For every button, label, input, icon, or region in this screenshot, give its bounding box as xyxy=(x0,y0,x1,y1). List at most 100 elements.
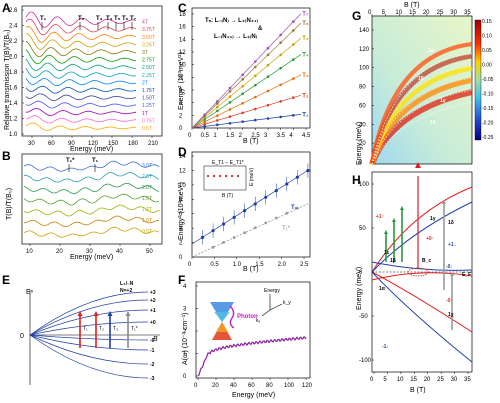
panel-a-y-tick-label-5: 2.0 xyxy=(9,55,18,61)
panel-g-y-tick-label-6: 120 xyxy=(359,47,370,53)
panel-a-marker-5: T₆ xyxy=(122,16,129,22)
panel-d-inset-point xyxy=(218,174,222,178)
panel-a-x-tick-label-1: 60 xyxy=(48,141,55,147)
panel-c-point-6 xyxy=(254,60,257,63)
panel-d-y-tick-label-1: 2 xyxy=(179,241,183,247)
panel-f-x-tick-label-1: 20 xyxy=(212,383,219,389)
panel-h-annotation-1: +0↑ xyxy=(426,236,434,242)
panel-a-xlabel: Energy (meV) xyxy=(70,146,113,153)
panel-g: G B (T) Energy (meV) 0 5 10 15 20 25 30 35 0 20 4… xyxy=(352,2,494,166)
panel-g-top-ticks: 0 5 10 15 20 25 30 35 xyxy=(368,10,471,16)
panel-f-x-tick-label-6: 120 xyxy=(302,383,313,389)
panel-a-curve-12 xyxy=(26,108,137,116)
panel-h-y-tick-label-1: -50 xyxy=(359,314,368,320)
panel-f-ky-label: k_y xyxy=(283,300,291,306)
panel-g-yticks: 0 20 40 60 80 100 120 140 xyxy=(359,28,374,166)
panel-h-link-arrow-head xyxy=(415,162,421,168)
panel-a-y-tick-label-0: 1.0 xyxy=(9,132,18,138)
panel-d-y-tick-label-0: 0 xyxy=(179,255,183,261)
panel-c-point-6 xyxy=(279,33,282,37)
panel-a-curve-11 xyxy=(25,100,137,109)
panel-h-transition-head-1 xyxy=(392,218,396,222)
panel-c-point-1 xyxy=(216,119,219,122)
panel-g-colorbar-ticks: 0.15 0.10 0.05 0.00 -0.05 -0.10 -0.15 -0.20 -0.2… xyxy=(482,19,494,141)
panel-f-frame xyxy=(195,281,311,379)
panel-h-annotation-0: +1↑ xyxy=(376,214,384,220)
panel-g-fit-4 xyxy=(371,53,473,165)
panel-c-point-2 xyxy=(241,102,244,105)
panel-e-legend-n: N=+2 xyxy=(120,288,132,294)
panel-b-frame xyxy=(21,153,163,245)
panel-c-point-5 xyxy=(279,41,282,44)
panel-d-inset-frame xyxy=(203,165,247,191)
panel-e-arrow-head-0 xyxy=(77,311,83,316)
panel-g-top-tick-label-1: 5 xyxy=(382,10,386,16)
panel-e: E Eⁿ 0 B L₊/₋N N=+2 +3+2+1+0-0-1-2-3 T₁ T… xyxy=(2,273,160,385)
panel-f-y-tick-label-4: 4 xyxy=(183,284,187,290)
panel-d-inset-point xyxy=(224,174,228,178)
panel-e-label: E xyxy=(2,273,10,287)
panel-a-field-6: 2.50T xyxy=(142,65,155,71)
panel-b-curve-0 xyxy=(23,160,160,172)
panel-c-point-0 xyxy=(241,120,244,123)
panel-c-point-4 xyxy=(216,105,219,109)
panel-g-top-label: B (T) xyxy=(404,2,420,9)
panel-d-t1-point xyxy=(253,202,257,206)
panel-c-point-6 xyxy=(228,86,232,90)
panel-c-point-4 xyxy=(292,43,295,46)
panel-h-x-tick-label-7: 35 xyxy=(464,377,471,383)
panel-g-cb-label-3: 0.00 xyxy=(482,63,492,69)
panel-c-point-3 xyxy=(216,109,219,113)
panel-a-field-5: 2.75T xyxy=(142,58,155,64)
panel-f-y-tick-label-0: 0 xyxy=(183,374,187,380)
panel-h-annotation-13: 1χ xyxy=(448,312,454,318)
panel-c-point-1 xyxy=(279,100,282,103)
panel-h-y-tick-label-4: 100 xyxy=(359,182,370,188)
panel-c-point-5 xyxy=(241,77,244,81)
panel-d-x-tick-label-5: 2.5 xyxy=(300,262,309,268)
panel-d-t1-point xyxy=(200,235,205,239)
panel-a-field-0: 4T xyxy=(142,20,148,26)
panel-d-inset-xlabel: B (T) xyxy=(222,193,233,199)
panel-c-point-0 xyxy=(254,118,257,122)
panel-c-fit-4 xyxy=(191,37,302,129)
panel-c-point-6 xyxy=(292,20,295,23)
panel-a-curve-0 xyxy=(25,11,137,28)
panel-a-curve-6 xyxy=(25,58,136,72)
panel-h-xlabel: B (T) xyxy=(410,387,426,394)
panel-h-x-tick-label-5: 25 xyxy=(437,377,444,383)
panel-c-fit-2 xyxy=(191,74,302,129)
panel-d-inset-label: E_T1 − E_T1* xyxy=(212,160,244,166)
panel-e-level-label-0: +3 xyxy=(150,290,156,296)
panel-d-t1-point xyxy=(274,189,278,193)
panel-b-field-2: 2.0T xyxy=(142,185,152,191)
panel-d-t1star-point xyxy=(274,216,278,220)
panel-b-field-6: 0.5T xyxy=(142,229,152,235)
panel-b-curve-4 xyxy=(23,204,160,217)
panel-g-fit-2 xyxy=(371,77,473,165)
panel-d-y-tick-label-7: 14 xyxy=(179,154,186,160)
panel-c-y-tick-label-5: 10 xyxy=(179,63,186,69)
panel-c-ylabel: Energy² (10³meV²) xyxy=(178,52,185,110)
panel-c-point-6 xyxy=(203,113,206,116)
panel-a-x-tick-label-4: 150 xyxy=(108,141,119,147)
panel-h-band-5 xyxy=(371,272,473,281)
panel-c-x-tick-label-8: 4 xyxy=(289,133,293,139)
panel-c-x-tick-label-2: 1 xyxy=(213,133,217,139)
panel-c-y-tick-label-1: 2 xyxy=(179,113,183,119)
panel-c-point-3 xyxy=(254,83,257,87)
panel-f-y-tick-label-1: 1 xyxy=(183,352,187,358)
panel-h-transition-head-4 xyxy=(450,272,454,276)
panel-b-x-tick-label-4: 50 xyxy=(146,249,153,255)
panel-c-y-tick-label-2: 4 xyxy=(179,101,183,107)
panel-c-y-tick-label-3: 6 xyxy=(179,88,183,94)
panel-c-x-tick-label-3: 1.5 xyxy=(226,133,235,139)
panel-c-point-1 xyxy=(241,111,244,115)
panel-h-band-3 xyxy=(371,271,473,363)
panel-e-level-6 xyxy=(29,334,149,365)
panel-c-series-label-3: T₄ xyxy=(302,52,309,58)
panel-e-arrow-head-2 xyxy=(107,311,113,316)
panel-b-curves xyxy=(23,160,160,238)
panel-d-t1-point xyxy=(306,169,310,173)
panel-c-point-6 xyxy=(241,73,244,77)
